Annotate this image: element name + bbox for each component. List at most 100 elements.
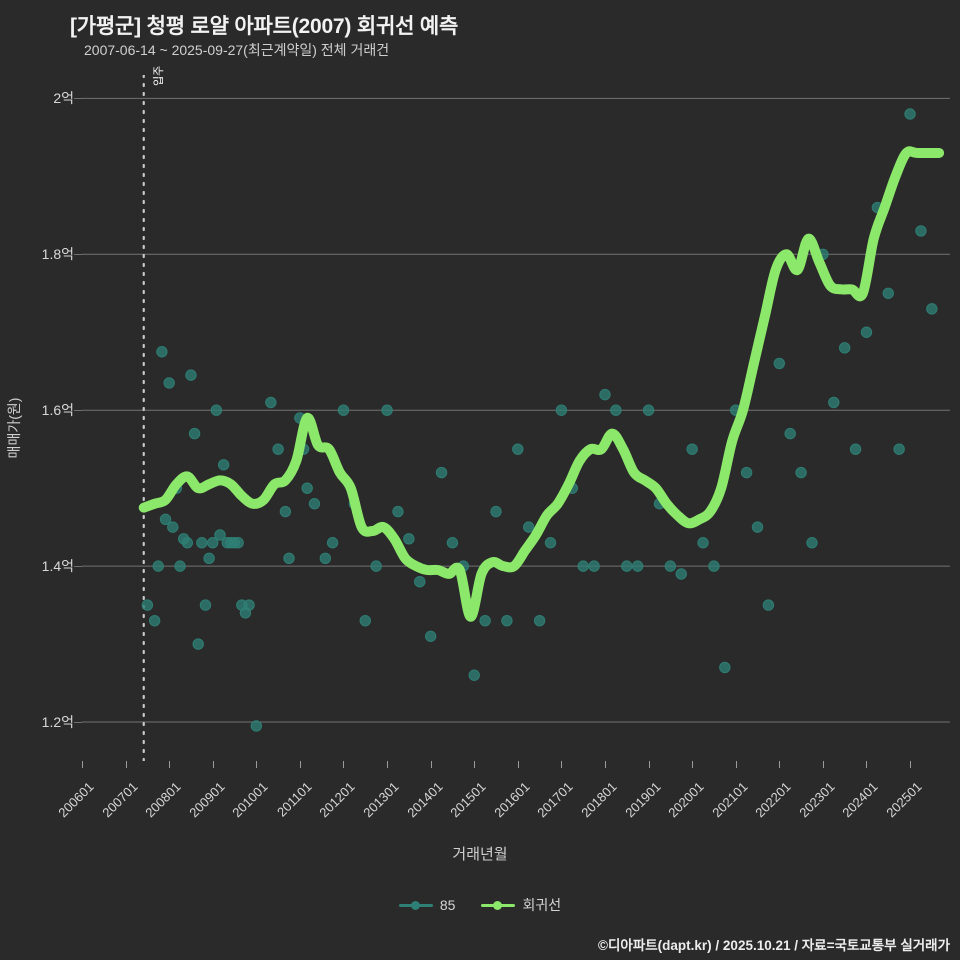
x-tick-label: 201401 xyxy=(403,779,446,821)
scatter-point xyxy=(181,537,194,549)
x-tick-label: 200801 xyxy=(142,779,184,821)
y-tick-mark xyxy=(74,566,82,568)
scatter-point xyxy=(860,326,873,338)
legend-label-scatter: 85 xyxy=(439,897,456,913)
legend-swatch-regression-icon xyxy=(481,899,516,911)
scatter-point xyxy=(174,560,186,572)
x-tick-label: 201201 xyxy=(316,779,359,821)
scatter-point xyxy=(199,599,212,611)
x-tick-label: 201001 xyxy=(229,779,271,821)
movein-annotation-label: 입주 xyxy=(152,65,165,86)
scatter-point xyxy=(838,342,851,354)
x-tick-label: 201601 xyxy=(491,779,533,821)
scatter-point xyxy=(163,377,175,389)
scatter-point xyxy=(319,552,332,565)
scatter-point xyxy=(773,357,786,370)
scatter-point xyxy=(203,552,215,565)
scatter-point xyxy=(279,505,292,518)
x-tick-mark xyxy=(866,761,868,768)
x-tick-label: 201301 xyxy=(360,779,402,821)
legend-label-regression: 회귀선 xyxy=(522,897,562,913)
scatter-point xyxy=(217,459,230,471)
y-tick-label: 1.2억 xyxy=(41,714,74,731)
x-tick-label: 200901 xyxy=(186,779,228,821)
x-tick-mark xyxy=(169,761,171,768)
scatter-point xyxy=(795,466,807,479)
y-tick-mark xyxy=(74,98,82,100)
x-tick-label: 202301 xyxy=(796,779,838,821)
legend-item-regression[interactable]: 회귀선 xyxy=(481,895,561,915)
scatter-point xyxy=(577,560,589,572)
scatter-point xyxy=(272,443,284,455)
scatter-point xyxy=(642,404,655,416)
scatter-point xyxy=(196,537,208,549)
scatter-point xyxy=(893,443,905,455)
x-tick-label: 202401 xyxy=(839,779,882,821)
scatter-point xyxy=(512,443,524,455)
x-tick-mark xyxy=(779,761,781,768)
scatter-point xyxy=(424,630,437,642)
regression-line xyxy=(138,146,945,622)
scatter-point xyxy=(588,560,600,572)
scatter-point xyxy=(490,505,502,518)
scatter-point xyxy=(308,498,321,510)
scatter-point xyxy=(751,521,764,533)
scatter-point xyxy=(214,529,226,541)
regression-line-series xyxy=(138,146,945,622)
y-axis-tick-labels: 2억 1.8억 1.6억 1.4억 1.2억 xyxy=(0,0,82,960)
scatter-point xyxy=(148,614,161,627)
plot-area xyxy=(82,75,950,761)
x-tick-label: 201101 xyxy=(273,779,315,820)
x-tick-mark xyxy=(648,761,650,768)
x-tick-mark xyxy=(343,761,345,768)
scatter-point xyxy=(210,404,223,416)
x-tick-mark xyxy=(517,761,519,768)
page-title: [가평군] 청평 로얄 아파트(2007) 회귀선 예측 xyxy=(70,15,459,38)
scatter-point xyxy=(664,560,677,572)
x-tick-label: 202101 xyxy=(709,779,751,821)
scatter-point xyxy=(243,599,255,611)
scatter-point xyxy=(159,513,172,526)
scatter-point xyxy=(232,537,244,549)
scatter-point xyxy=(533,614,546,627)
scatter-point xyxy=(250,720,263,732)
scatter-point xyxy=(207,537,219,549)
scatter-point xyxy=(599,388,611,401)
scatter-point xyxy=(301,482,313,494)
x-tick-label: 201801 xyxy=(578,779,620,821)
scatter-point xyxy=(784,427,796,440)
x-tick-mark xyxy=(387,761,389,768)
x-tick-label: 200701 xyxy=(98,779,141,821)
legend-swatch-scatter-icon xyxy=(398,899,433,911)
x-tick-mark xyxy=(299,761,301,768)
y-axis-title: 매매가(원) xyxy=(6,397,22,459)
scatter-point xyxy=(828,396,840,409)
legend-item-scatter[interactable]: 85 xyxy=(398,897,456,913)
scatter-point xyxy=(621,560,633,572)
scatter-point xyxy=(926,303,938,315)
x-tick-label: 202201 xyxy=(752,779,794,821)
scatter-point xyxy=(403,533,415,545)
scatter-point xyxy=(523,521,535,533)
scatter-point xyxy=(631,560,644,572)
scatter-point xyxy=(337,404,350,416)
y-tick-mark xyxy=(74,722,82,724)
scatter-point xyxy=(904,108,916,120)
scatter-point xyxy=(283,552,295,565)
scatter-point xyxy=(392,505,404,518)
x-tick-mark xyxy=(604,761,606,768)
y-tick-mark xyxy=(74,254,82,256)
y-tick-label: 1.4억 xyxy=(41,558,74,575)
scatter-point xyxy=(544,537,557,549)
scatter-point xyxy=(555,404,568,416)
x-tick-label: 202001 xyxy=(665,779,707,821)
scatter-point xyxy=(610,404,622,416)
scatter-point xyxy=(156,346,168,358)
scatter-point xyxy=(370,560,382,572)
y-tick-label: 1.8억 xyxy=(41,246,74,263)
scatter-point xyxy=(326,537,339,549)
scatter-point xyxy=(188,427,201,440)
scatter-point xyxy=(849,443,862,455)
scatter-point xyxy=(152,560,164,572)
x-axis-tick-labels: 200601 200701 200801 200901 201001 201101 2012… xyxy=(0,761,960,861)
